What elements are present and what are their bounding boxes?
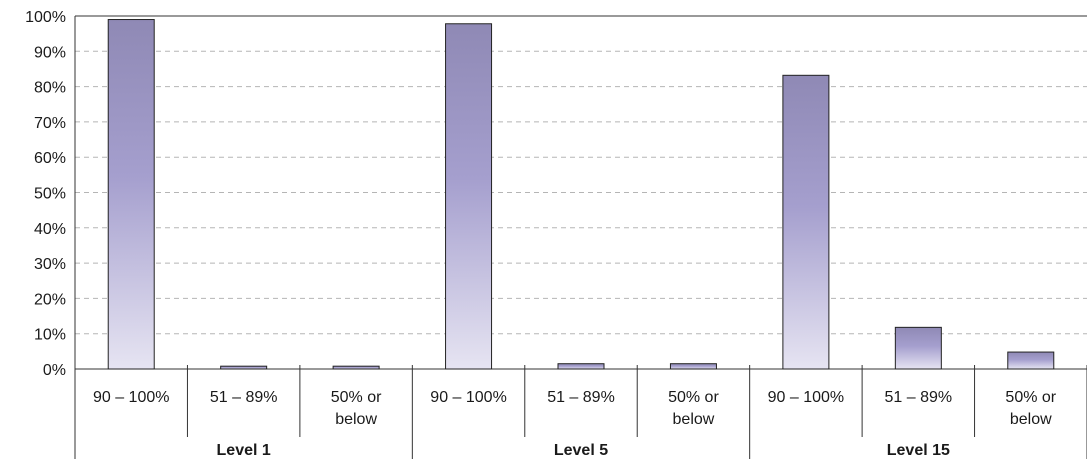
bar xyxy=(332,365,380,370)
group-label: Level 5 xyxy=(554,442,608,459)
group-label: Level 15 xyxy=(887,442,950,459)
bar xyxy=(669,363,717,370)
y-tick-label: 100% xyxy=(25,9,66,26)
y-tick-label: 60% xyxy=(34,150,66,167)
y-tick-label: 70% xyxy=(34,115,66,132)
category-label: 90 – 100% xyxy=(768,389,845,406)
category-label: below xyxy=(673,411,715,428)
bar xyxy=(445,23,493,370)
bars xyxy=(107,19,1055,370)
y-tick-label: 50% xyxy=(34,186,66,203)
category-label: 90 – 100% xyxy=(93,389,170,406)
category-label: below xyxy=(335,411,377,428)
category-label: 50% or xyxy=(331,389,382,406)
y-tick-label: 40% xyxy=(34,221,66,238)
bar xyxy=(782,74,830,370)
y-tick-label: 20% xyxy=(34,291,66,308)
category-label: 50% or xyxy=(1005,389,1056,406)
bar xyxy=(220,365,268,370)
y-tick-label: 80% xyxy=(34,80,66,97)
y-tick-label: 30% xyxy=(34,256,66,273)
bar xyxy=(557,363,605,370)
category-label: below xyxy=(1010,411,1052,428)
category-label: 51 – 89% xyxy=(885,389,953,406)
gridlines xyxy=(75,50,1087,335)
y-tick-label: 10% xyxy=(34,327,66,344)
bar xyxy=(107,19,155,370)
group-label: Level 1 xyxy=(217,442,271,459)
y-tick-label: 90% xyxy=(34,44,66,61)
category-label: 90 – 100% xyxy=(430,389,507,406)
bar xyxy=(1007,351,1055,370)
category-label: 51 – 89% xyxy=(547,389,615,406)
bar xyxy=(894,326,942,370)
y-tick-label: 0% xyxy=(43,362,66,379)
category-label: 51 – 89% xyxy=(210,389,278,406)
category-label: 50% or xyxy=(668,389,719,406)
labels: 0% 10% 20% 30% 40% 50% 60% 70% 80% 90% 100% 90 – 10… xyxy=(25,9,1057,459)
